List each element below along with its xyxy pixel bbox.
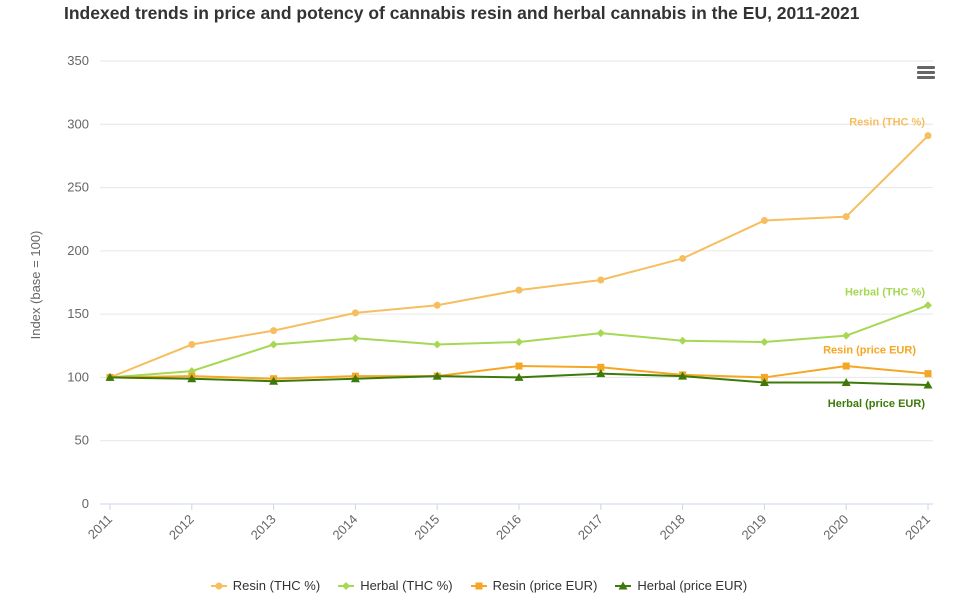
legend-label: Resin (THC %) — [232, 578, 321, 593]
data-point[interactable] — [270, 327, 278, 335]
data-point[interactable] — [596, 369, 606, 378]
data-point[interactable] — [269, 376, 279, 385]
series-end-label: Herbal (price EUR) — [828, 398, 926, 410]
data-point[interactable] — [842, 331, 851, 340]
x-tick-label: 2015 — [411, 512, 442, 543]
data-point[interactable] — [433, 301, 441, 309]
end-labels: Resin (THC %) Herbal (THC %) Resin (price … — [823, 117, 925, 410]
legend-label: Herbal (price EUR) — [637, 578, 748, 593]
x-tick-label: 2012 — [166, 512, 197, 543]
data-point[interactable] — [924, 370, 932, 378]
series-herbal-thc — [106, 301, 932, 382]
data-point[interactable] — [924, 132, 932, 140]
y-tick-label: 0 — [82, 496, 89, 511]
data-point[interactable] — [432, 371, 442, 380]
data-point[interactable] — [842, 213, 850, 221]
legend-item[interactable]: Resin (THC %) — [210, 578, 321, 593]
hamburger-menu-icon[interactable] — [915, 64, 937, 82]
y-tick-label: 300 — [67, 116, 89, 131]
data-point[interactable] — [678, 371, 688, 380]
x-tick-label: 2018 — [657, 512, 688, 543]
data-point[interactable] — [760, 216, 768, 224]
y-tick-label: 150 — [67, 306, 89, 321]
x-tick-label: 2013 — [248, 512, 279, 543]
y-tick-label: 50 — [75, 433, 89, 448]
data-point[interactable] — [760, 373, 768, 381]
legend-marker[interactable] — [342, 581, 351, 590]
data-point[interactable] — [841, 377, 851, 386]
x-tick-label: 2020 — [820, 512, 851, 543]
x-tick-label: 2011 — [85, 512, 115, 542]
series-group — [105, 132, 933, 389]
data-point[interactable] — [924, 301, 932, 310]
data-point[interactable] — [596, 329, 605, 338]
data-point[interactable] — [597, 363, 605, 371]
y-tick-label: 250 — [67, 180, 89, 195]
data-point[interactable] — [923, 380, 933, 389]
data-point[interactable] — [515, 362, 523, 370]
legend-label: Herbal (THC %) — [360, 578, 453, 593]
legend: Resin (THC %) Herbal (THC %) Resin (price … — [0, 578, 958, 593]
legend-marker[interactable] — [618, 581, 628, 589]
data-point[interactable] — [515, 286, 523, 294]
data-point[interactable] — [351, 334, 360, 343]
data-point[interactable] — [350, 374, 360, 383]
y-tick-label: 350 — [67, 53, 89, 68]
data-point[interactable] — [759, 377, 769, 386]
data-point[interactable] — [269, 340, 278, 349]
data-point[interactable] — [105, 372, 115, 381]
y-axis-label: Index (base = 100) — [28, 231, 43, 340]
x-tick-label: 2017 — [575, 512, 606, 543]
chart-title: Indexed trends in price and potency of c… — [64, 3, 860, 23]
x-tick-label: 2019 — [738, 512, 769, 543]
data-point[interactable] — [187, 374, 197, 383]
x-tick-label: 2014 — [329, 512, 360, 543]
legend-marker[interactable] — [215, 582, 223, 589]
x-tick-labels: 2011 2012 2013 2014 2015 2016 2017 2018 2019 2020… — [85, 504, 933, 543]
data-point[interactable] — [597, 276, 605, 284]
data-point[interactable] — [678, 336, 687, 345]
legend-symbol-icon — [615, 581, 632, 589]
data-point[interactable] — [515, 337, 523, 346]
data-point[interactable] — [514, 372, 524, 381]
data-point[interactable] — [188, 341, 196, 349]
legend-item[interactable]: Resin (price EUR) — [470, 578, 598, 593]
legend-symbol-icon — [338, 581, 355, 590]
legend-item[interactable]: Herbal (THC %) — [338, 578, 453, 593]
y-tick-label: 200 — [67, 243, 89, 258]
series-herbal-price-eur — [105, 369, 933, 389]
series-end-label: Herbal (THC %) — [845, 286, 925, 298]
series-end-label: Resin (THC %) — [849, 117, 925, 129]
y-tick-labels: 0 50 100 150 200 250 300 350 — [67, 53, 89, 511]
legend-symbol-icon — [210, 582, 227, 589]
series-end-label: Resin (price EUR) — [823, 345, 916, 357]
x-tick-label: 2021 — [902, 512, 933, 543]
legend-marker[interactable] — [475, 582, 483, 589]
legend-symbol-icon — [470, 582, 487, 589]
legend-item[interactable]: Herbal (price EUR) — [615, 578, 747, 593]
grid-lines — [100, 60, 933, 505]
data-point[interactable] — [351, 309, 359, 317]
data-point[interactable] — [433, 340, 442, 349]
data-point[interactable] — [842, 362, 850, 370]
data-point[interactable] — [679, 254, 687, 262]
data-point[interactable] — [760, 337, 769, 346]
legend-label: Resin (price EUR) — [492, 578, 598, 593]
y-tick-label: 100 — [67, 369, 89, 384]
x-tick-label: 2016 — [493, 512, 524, 543]
